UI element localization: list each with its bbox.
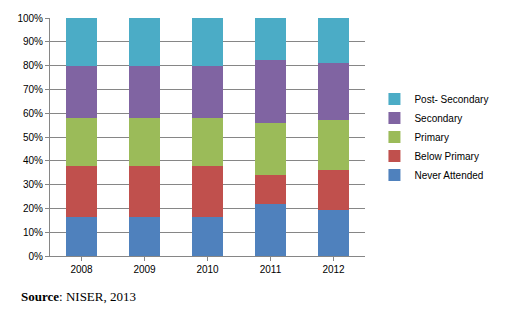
svg-text:10%: 10% bbox=[23, 227, 43, 238]
svg-text:Never Attended: Never Attended bbox=[414, 170, 483, 181]
svg-text:20%: 20% bbox=[23, 203, 43, 214]
svg-text:Secondary: Secondary bbox=[414, 113, 462, 124]
svg-text:90%: 90% bbox=[23, 36, 43, 47]
svg-text:2009: 2009 bbox=[133, 264, 156, 275]
svg-text:2011: 2011 bbox=[260, 264, 282, 275]
svg-text:40%: 40% bbox=[23, 155, 43, 166]
svg-text:Primary: Primary bbox=[414, 132, 448, 143]
svg-text:2010: 2010 bbox=[196, 264, 219, 275]
svg-text:70%: 70% bbox=[23, 84, 43, 95]
svg-text:100%: 100% bbox=[17, 13, 43, 24]
svg-text:Source: NISER, 2013: Source: NISER, 2013 bbox=[21, 289, 136, 304]
svg-text:0%: 0% bbox=[29, 251, 44, 262]
svg-text:2012: 2012 bbox=[322, 264, 345, 275]
svg-text:Post- Secondary: Post- Secondary bbox=[414, 94, 488, 105]
svg-text:Below Primary: Below Primary bbox=[414, 151, 478, 162]
svg-text:60%: 60% bbox=[23, 108, 43, 119]
svg-text:30%: 30% bbox=[23, 179, 43, 190]
svg-text:80%: 80% bbox=[23, 60, 43, 71]
svg-text:2008: 2008 bbox=[70, 264, 93, 275]
svg-text:50%: 50% bbox=[23, 132, 43, 143]
